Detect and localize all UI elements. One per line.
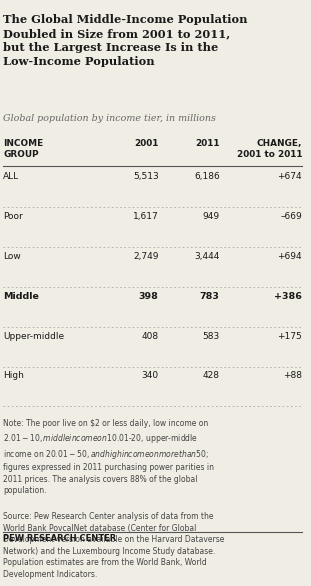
Text: PEW RESEARCH CENTER: PEW RESEARCH CENTER bbox=[3, 534, 116, 543]
Text: 398: 398 bbox=[139, 292, 159, 301]
Text: The Global Middle-Income Population
Doubled in Size from 2001 to 2011,
but the L: The Global Middle-Income Population Doub… bbox=[3, 14, 248, 67]
Text: 949: 949 bbox=[202, 212, 220, 222]
Text: High: High bbox=[3, 372, 24, 380]
Text: Upper-middle: Upper-middle bbox=[3, 332, 64, 340]
Text: Middle: Middle bbox=[3, 292, 39, 301]
Text: +674: +674 bbox=[277, 172, 302, 182]
Text: Poor: Poor bbox=[3, 212, 23, 222]
Text: 783: 783 bbox=[200, 292, 220, 301]
Text: 2,749: 2,749 bbox=[133, 252, 159, 261]
Text: +175: +175 bbox=[277, 332, 302, 340]
Text: 6,186: 6,186 bbox=[194, 172, 220, 182]
Text: +386: +386 bbox=[274, 292, 302, 301]
Text: INCOME
GROUP: INCOME GROUP bbox=[3, 139, 43, 159]
Text: 340: 340 bbox=[142, 372, 159, 380]
Text: 2001: 2001 bbox=[134, 139, 159, 148]
Text: 1,617: 1,617 bbox=[133, 212, 159, 222]
Text: Note: The poor live on $2 or less daily, low income on
$2.01-10, middle income o: Note: The poor live on $2 or less daily,… bbox=[3, 420, 214, 495]
Text: –669: –669 bbox=[280, 212, 302, 222]
Text: +694: +694 bbox=[277, 252, 302, 261]
Text: 5,513: 5,513 bbox=[133, 172, 159, 182]
Text: ALL: ALL bbox=[3, 172, 19, 182]
Text: 428: 428 bbox=[203, 372, 220, 380]
Text: Source: Pew Research Center analysis of data from the
World Bank PovcalNet datab: Source: Pew Research Center analysis of … bbox=[3, 512, 225, 578]
Text: +88: +88 bbox=[283, 372, 302, 380]
Text: 583: 583 bbox=[202, 332, 220, 340]
Text: 3,444: 3,444 bbox=[194, 252, 220, 261]
Text: 408: 408 bbox=[142, 332, 159, 340]
Text: CHANGE,
2001 to 2011: CHANGE, 2001 to 2011 bbox=[237, 139, 302, 159]
Text: Low: Low bbox=[3, 252, 21, 261]
Text: Global population by income tier, in millions: Global population by income tier, in mil… bbox=[3, 114, 216, 124]
Text: 2011: 2011 bbox=[195, 139, 220, 148]
